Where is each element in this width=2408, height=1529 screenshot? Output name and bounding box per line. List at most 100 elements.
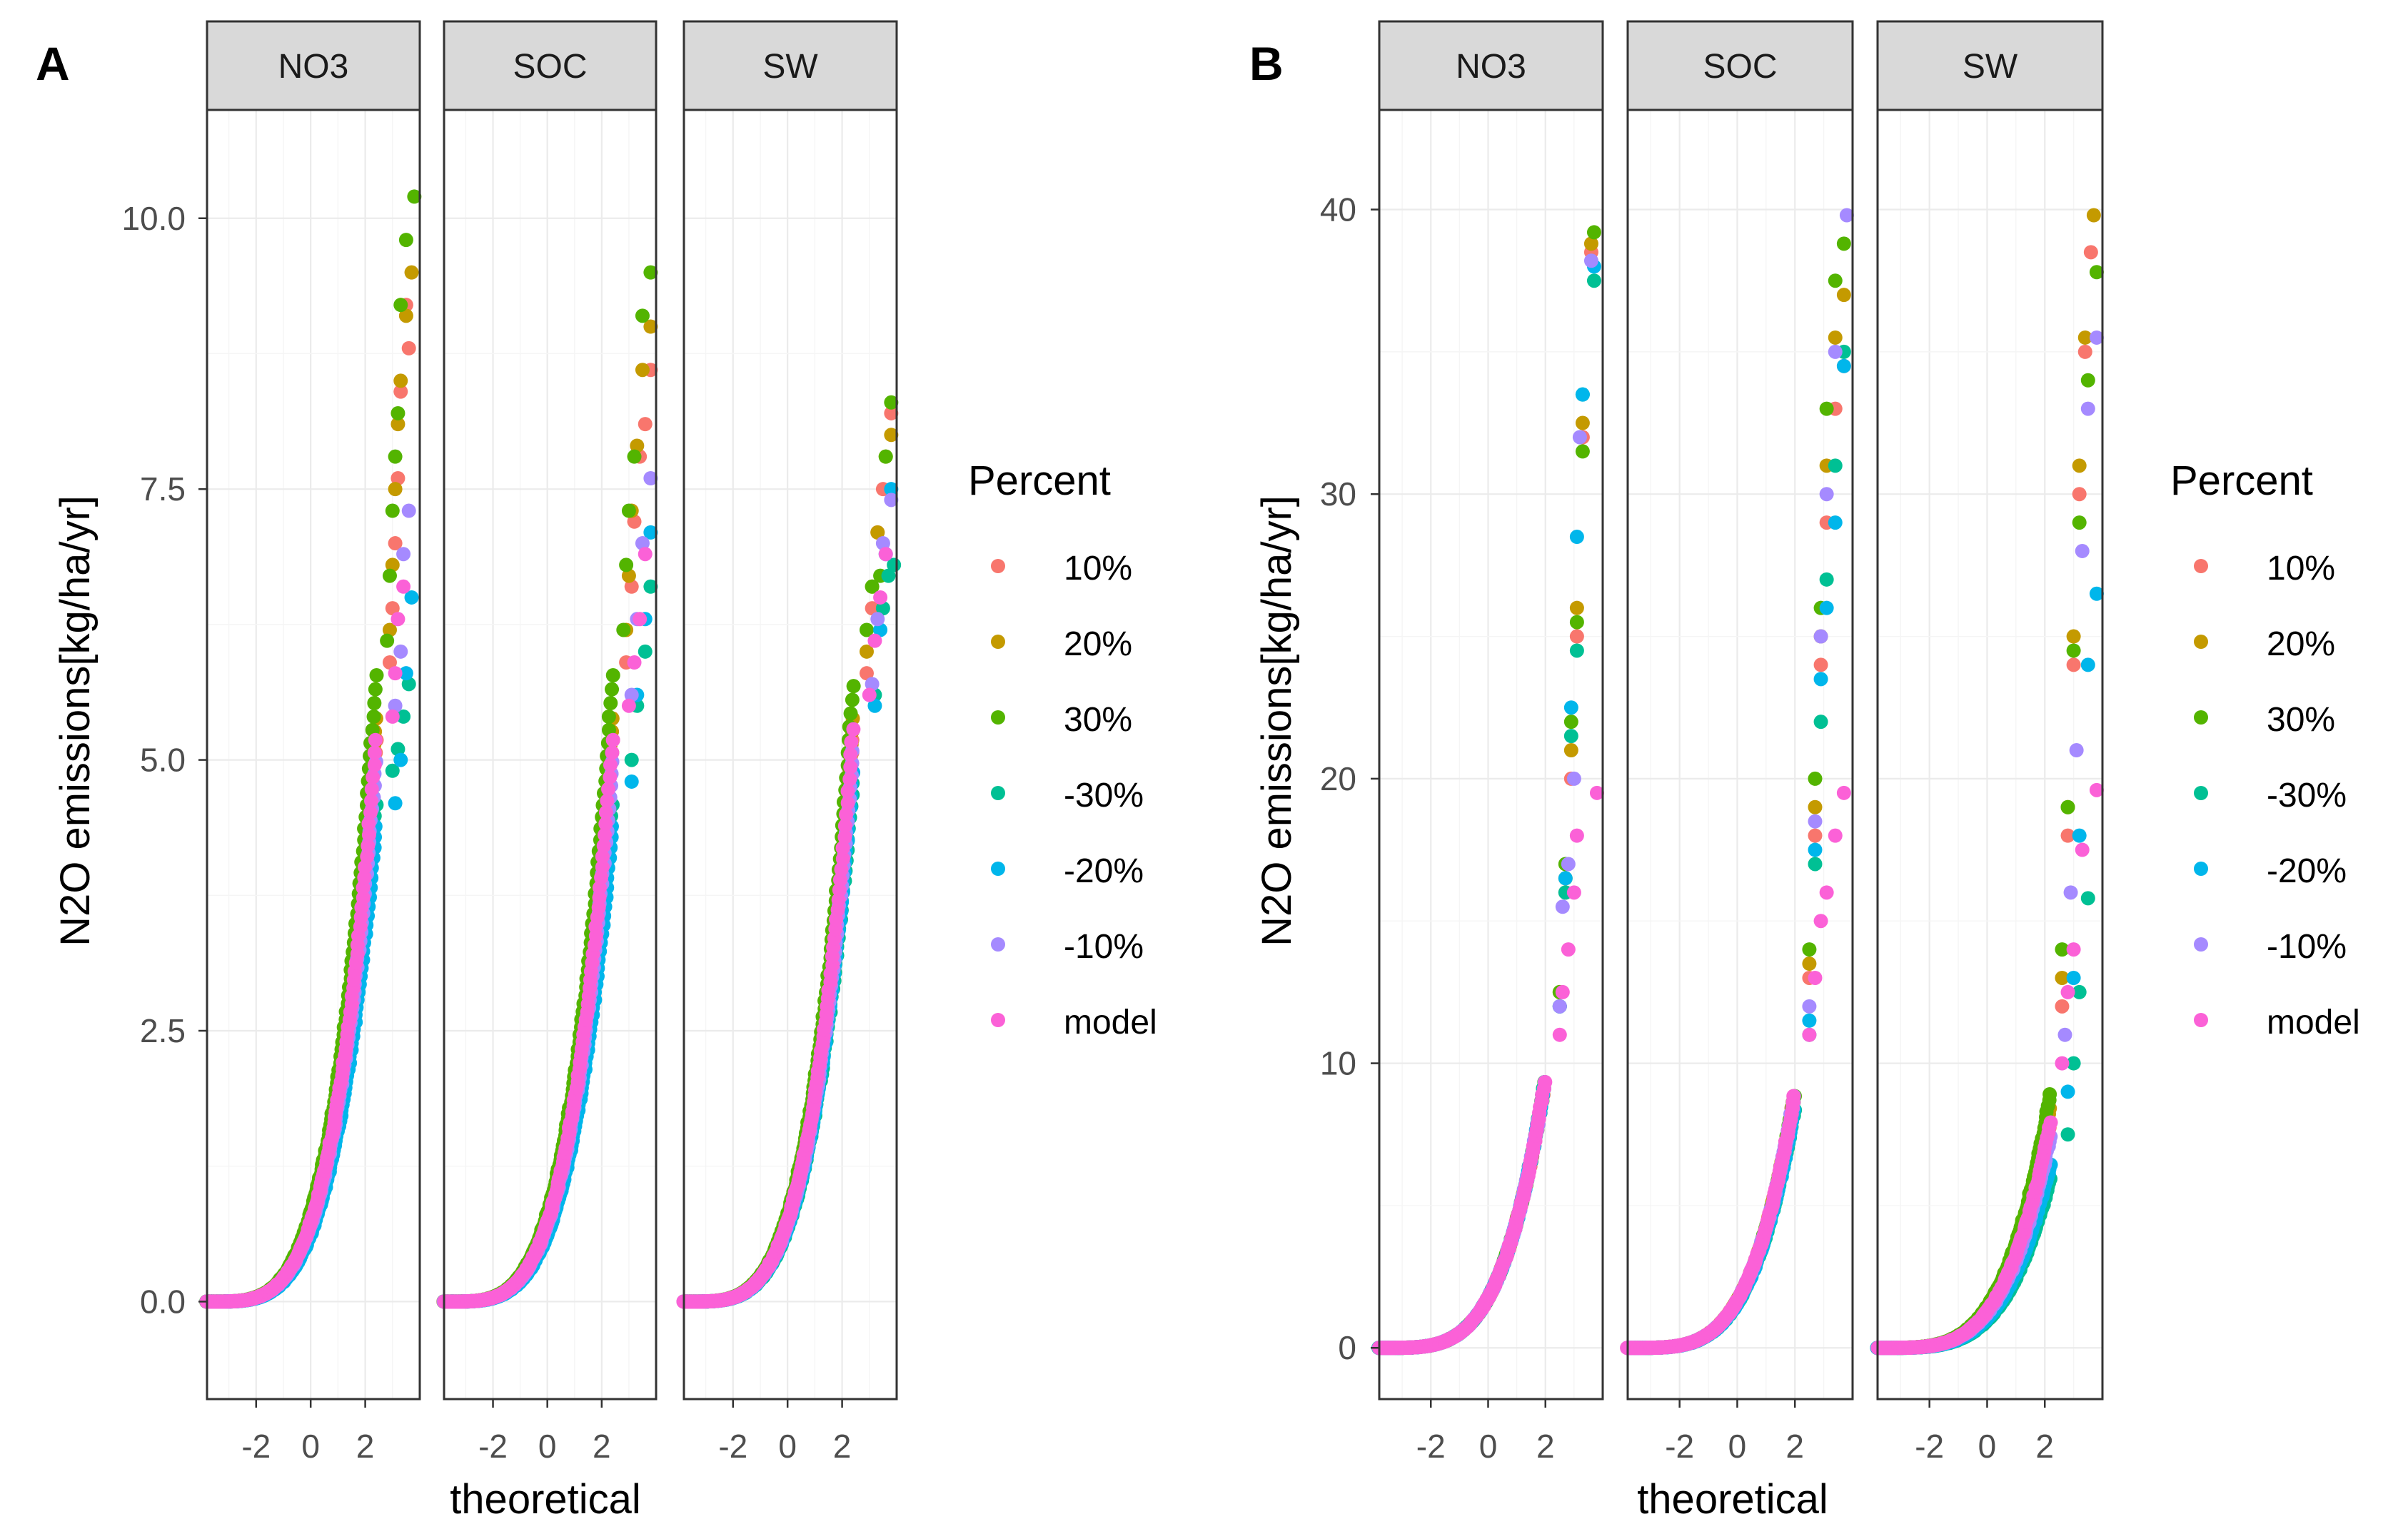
data-point	[385, 557, 400, 572]
data-point	[633, 612, 648, 627]
data-point	[619, 557, 634, 572]
data-point	[878, 547, 893, 562]
y-tick-label: 0.0	[140, 1283, 186, 1320]
x-tick-label: 2	[356, 1428, 375, 1465]
data-point	[878, 449, 893, 464]
data-point	[393, 752, 408, 767]
data-point	[366, 710, 381, 725]
y-tick-label: 2.5	[140, 1012, 186, 1049]
data-point	[404, 265, 419, 280]
data-point	[638, 547, 653, 562]
data-point	[627, 449, 642, 464]
data-point	[1558, 871, 1573, 886]
y-tick-label: 7.5	[140, 470, 186, 508]
data-point	[638, 644, 653, 659]
data-point	[401, 340, 416, 355]
data-point	[601, 782, 616, 797]
data-points	[199, 189, 422, 1309]
data-point	[840, 784, 855, 799]
data-point	[385, 763, 400, 778]
data-point	[388, 482, 403, 497]
data-point	[624, 752, 639, 767]
facet-strip	[206, 20, 421, 111]
data-point	[846, 722, 861, 737]
data-point	[369, 668, 384, 683]
data-point	[1569, 615, 1584, 630]
data-point	[1575, 415, 1590, 430]
data-point	[621, 503, 636, 518]
data-point	[385, 601, 400, 616]
data-point	[366, 769, 381, 784]
legend-label: -20%	[1064, 852, 1144, 890]
data-point	[398, 666, 413, 681]
panel-a-facets: NO3 SOC SW	[199, 20, 902, 1401]
data-point	[368, 732, 383, 747]
data-point	[635, 363, 650, 378]
data-point	[382, 655, 397, 670]
data-point	[396, 579, 411, 594]
legend-item: 30%	[991, 701, 1132, 739]
data-point	[393, 644, 408, 659]
data-point	[844, 735, 859, 750]
data-point	[391, 471, 405, 485]
data-point	[845, 692, 860, 707]
legend-label: -10%	[1064, 928, 1144, 966]
panel-a-y-ticks: 0.02.55.07.510.0	[121, 200, 207, 1320]
panel-a-x-ticks: -2 0 2 -2 0 2 -2 0 2	[241, 1399, 851, 1465]
x-tick-label: 2	[593, 1428, 611, 1465]
data-point	[391, 405, 405, 420]
data-point	[873, 590, 888, 605]
data-point	[605, 745, 620, 760]
data-point	[603, 696, 618, 711]
data-point	[842, 772, 857, 787]
data-point	[393, 373, 408, 388]
legend-item: -10%	[991, 928, 1144, 966]
data-point	[846, 679, 861, 694]
data-point	[624, 774, 639, 789]
data-point	[367, 757, 382, 772]
legend-label: model	[1064, 1004, 1157, 1041]
data-point	[398, 233, 413, 248]
legend-item: model	[991, 1004, 1157, 1041]
legend-label: 10%	[1064, 550, 1132, 587]
facet-strip-label: SW	[762, 48, 818, 86]
data-point	[1569, 643, 1584, 658]
data-point	[401, 503, 416, 518]
data-point	[404, 590, 419, 605]
data-point	[843, 760, 858, 774]
data-point	[367, 696, 382, 711]
data-point	[407, 189, 422, 204]
data-point	[380, 633, 395, 648]
data-point	[393, 384, 408, 399]
data-point	[862, 687, 877, 702]
legend-key	[991, 635, 1005, 649]
facet-strip-label: SOC	[513, 48, 587, 86]
panel-a-letter: A	[36, 37, 70, 90]
legend-key	[991, 1013, 1005, 1027]
legend-item: -20%	[991, 852, 1144, 890]
data-point	[388, 449, 403, 464]
x-tick-label: 0	[301, 1428, 320, 1465]
legend-item: 10%	[991, 550, 1132, 587]
data-point	[1575, 387, 1590, 402]
panel-a-legend-items: 10%20%30%-30%-20%-10%model	[991, 550, 1157, 1041]
data-point	[870, 612, 885, 627]
x-tick-label: 0	[538, 1428, 557, 1465]
data-point	[396, 709, 411, 724]
data-point	[396, 547, 411, 562]
data-point	[605, 668, 620, 683]
data-point	[1563, 729, 1578, 744]
data-point	[1586, 273, 1601, 288]
data-point	[843, 706, 858, 721]
data-point	[627, 655, 642, 670]
data-point	[367, 745, 382, 760]
data-point	[368, 682, 383, 697]
data-point	[638, 417, 653, 432]
facet-sw: SW	[676, 20, 902, 1401]
data-point	[1569, 530, 1584, 545]
data-point	[867, 633, 882, 648]
data-point	[621, 698, 636, 713]
data-point	[393, 298, 408, 313]
